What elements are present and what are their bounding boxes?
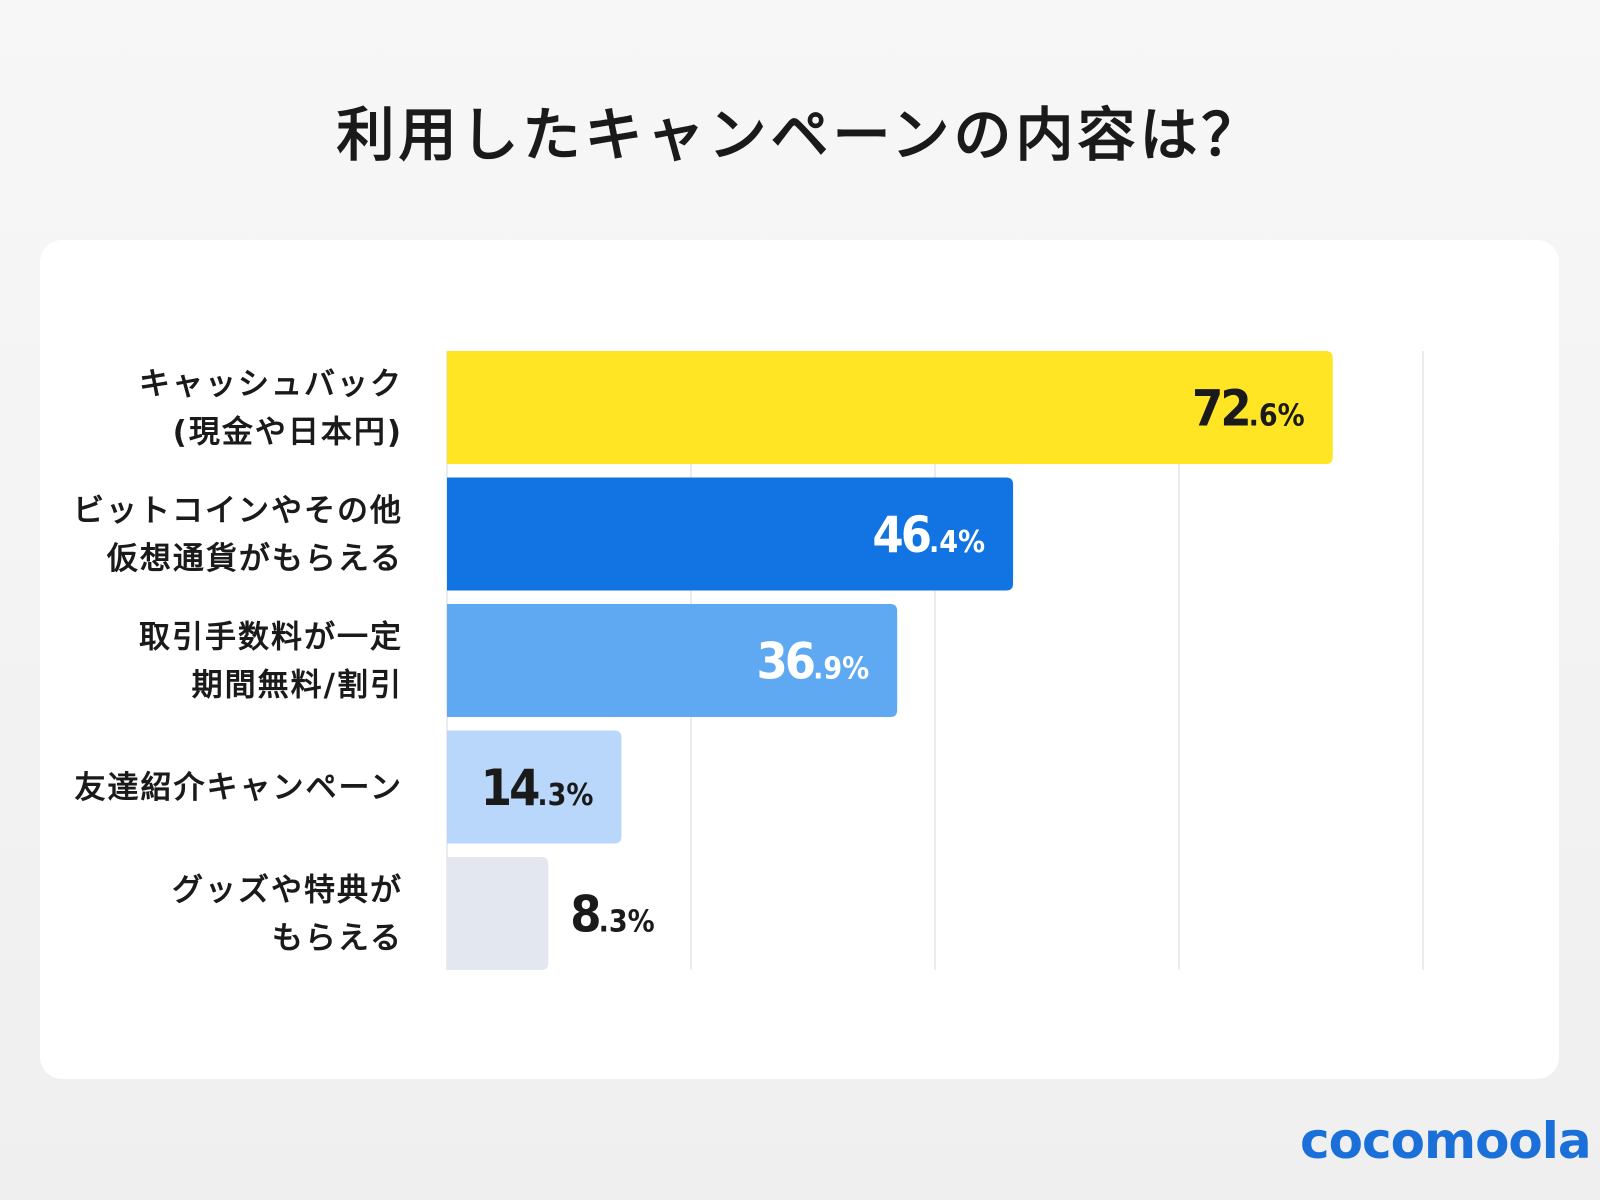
bar (447, 857, 549, 970)
value-label: 8.3% (570, 886, 654, 944)
bar (447, 477, 1014, 591)
value-label: 46.4% (872, 506, 985, 564)
category-label: 仮想通貨がもらえる (106, 541, 403, 577)
category-label: 友達紹介キャンペーン (75, 770, 403, 806)
value-label: 72.6% (1192, 380, 1305, 438)
category-label: 取引手数料が一定 (139, 620, 403, 656)
category-label: キャッシュバック (139, 367, 403, 403)
value-label: 14.3% (481, 759, 594, 817)
bar (447, 730, 622, 844)
value-label: 36.9% (756, 633, 869, 691)
bar (447, 604, 898, 717)
bar (447, 351, 1333, 464)
cocomoola-logo: cocomoola (1300, 1112, 1592, 1170)
category-label: (現金や日本円) (173, 415, 403, 451)
chart-title: 利用したキャンペーンの内容は？ (336, 101, 1264, 169)
category-label: グッズや特典が (172, 873, 403, 909)
category-label: もらえる (272, 921, 403, 957)
category-label: ビットコインやその他 (73, 493, 403, 529)
category-label: 期間無料/割引 (192, 668, 403, 704)
